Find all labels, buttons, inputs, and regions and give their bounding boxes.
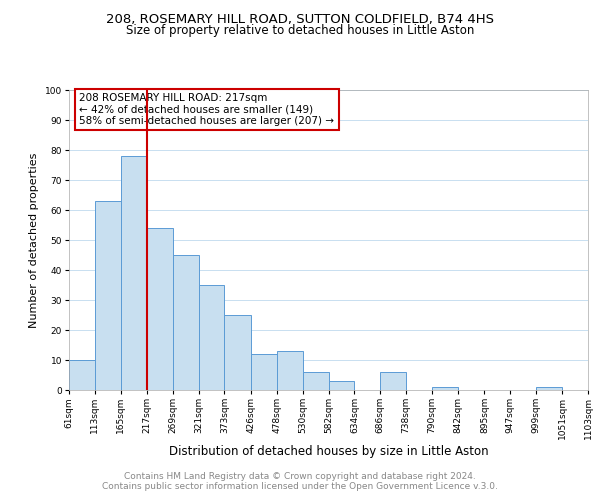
Bar — [69, 360, 95, 390]
Bar — [121, 156, 147, 390]
Bar — [224, 315, 251, 390]
Bar — [329, 381, 355, 390]
Text: 208 ROSEMARY HILL ROAD: 217sqm
← 42% of detached houses are smaller (149)
58% of: 208 ROSEMARY HILL ROAD: 217sqm ← 42% of … — [79, 93, 334, 126]
Bar — [251, 354, 277, 390]
Text: Contains HM Land Registry data © Crown copyright and database right 2024.: Contains HM Land Registry data © Crown c… — [124, 472, 476, 481]
X-axis label: Distribution of detached houses by size in Little Aston: Distribution of detached houses by size … — [169, 444, 488, 458]
Bar — [95, 201, 121, 390]
Bar — [173, 255, 199, 390]
Y-axis label: Number of detached properties: Number of detached properties — [29, 152, 39, 328]
Text: Contains public sector information licensed under the Open Government Licence v.: Contains public sector information licen… — [102, 482, 498, 491]
Bar — [536, 387, 562, 390]
Bar — [277, 351, 302, 390]
Bar — [199, 285, 224, 390]
Bar — [432, 387, 458, 390]
Text: 208, ROSEMARY HILL ROAD, SUTTON COLDFIELD, B74 4HS: 208, ROSEMARY HILL ROAD, SUTTON COLDFIEL… — [106, 12, 494, 26]
Bar — [302, 372, 329, 390]
Bar — [147, 228, 173, 390]
Text: Size of property relative to detached houses in Little Aston: Size of property relative to detached ho… — [126, 24, 474, 37]
Bar — [380, 372, 406, 390]
